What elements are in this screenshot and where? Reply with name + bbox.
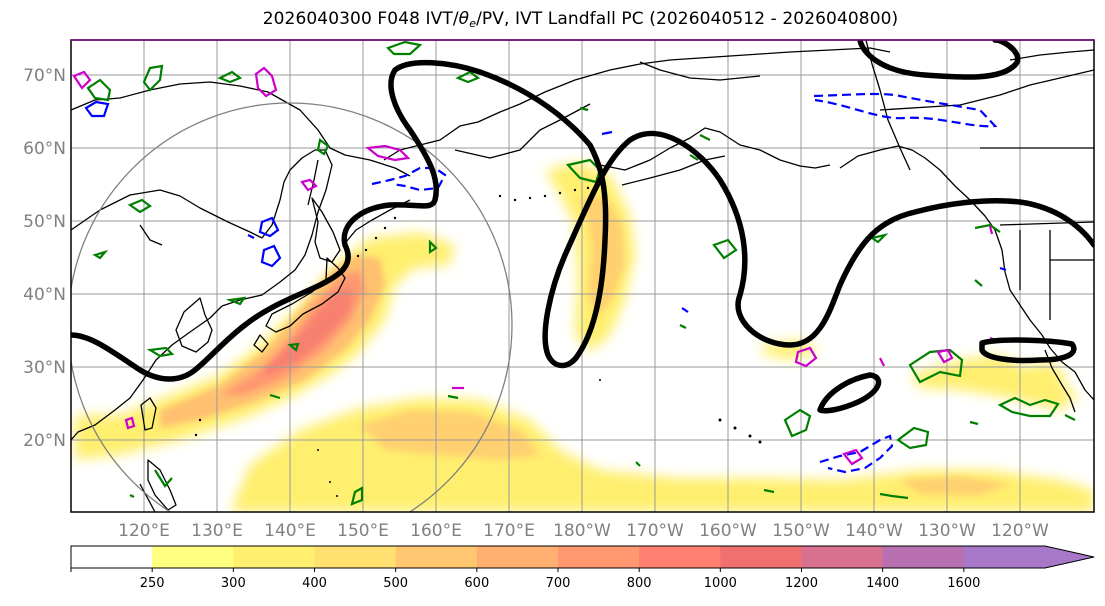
figure-title: 2026040300 F048 IVT/θe/PV, IVT Landfall … bbox=[0, 9, 1105, 30]
colorbar-swatch bbox=[882, 546, 965, 568]
colorbar: 250 300 400 500 600 700 800 1000 1200 1400 1600 bbox=[70, 545, 1095, 591]
lon-label-130w: 130°W bbox=[918, 521, 976, 541]
theta-e-contours-blue bbox=[84, 92, 1007, 474]
lon-label-160e: 160°E bbox=[410, 521, 462, 541]
lon-label-170e: 170°E bbox=[483, 521, 535, 541]
aleutian-islands bbox=[194, 181, 762, 497]
colorbar-swatch bbox=[558, 546, 640, 568]
lat-label-60: 60°N bbox=[23, 139, 66, 159]
lon-label-150e: 150°E bbox=[337, 521, 389, 541]
graticule bbox=[71, 40, 1094, 512]
colorbar-swatch bbox=[314, 546, 397, 568]
lat-label-30: 30°N bbox=[23, 358, 66, 378]
lat-label-50: 50°N bbox=[23, 212, 66, 232]
colorbar-swatch bbox=[152, 546, 234, 568]
lon-label-130e: 130°E bbox=[191, 521, 243, 541]
colorbar-tick-label: 600 bbox=[464, 576, 489, 591]
title-theta-subscript: e bbox=[469, 17, 477, 30]
colorbar-ticks: 250 300 400 500 600 700 800 1000 1200 1400 1600 bbox=[70, 568, 980, 591]
lat-tick-labels: 70°N 60°N 50°N 40°N 30°N 20°N bbox=[23, 66, 66, 451]
colorbar-swatch bbox=[476, 546, 559, 568]
colorbar-tick-label: 500 bbox=[383, 576, 408, 591]
lat-label-70: 70°N bbox=[23, 66, 66, 86]
colorbar-swatch bbox=[639, 546, 721, 568]
lon-label-160w: 160°W bbox=[699, 521, 757, 541]
theta-e-contours-green bbox=[86, 40, 1076, 506]
colorbar-swatches bbox=[71, 546, 1094, 568]
colorbar-swatch bbox=[963, 546, 1094, 568]
colorbar-tick-label: 700 bbox=[546, 576, 571, 591]
title-theta: θ bbox=[458, 9, 470, 29]
colorbar-swatch bbox=[720, 546, 802, 568]
lon-label-120w: 120°W bbox=[991, 521, 1049, 541]
colorbar-tick-label: 1600 bbox=[947, 576, 980, 591]
lat-label-20: 20°N bbox=[23, 431, 66, 451]
colorbar-outline bbox=[70, 545, 1095, 569]
map-panel: 70°N 60°N 50°N 40°N 30°N 20°N 120°E 130°… bbox=[23, 39, 1095, 541]
title-suffix: /PV, IVT Landfall PC (2026040512 - 20260… bbox=[476, 9, 899, 29]
colorbar-swatch bbox=[71, 546, 153, 568]
colorbar-swatch bbox=[233, 546, 315, 568]
colorbar-tick-label: 250 bbox=[140, 576, 165, 591]
lon-label-170w: 170°W bbox=[626, 521, 684, 541]
lon-label-180w: 180°W bbox=[553, 521, 611, 541]
colorbar-tick-label: 1200 bbox=[785, 576, 818, 591]
colorbar-swatch bbox=[395, 546, 478, 568]
colorbar-swatch bbox=[801, 546, 884, 568]
pv-contours bbox=[71, 40, 1094, 414]
lon-label-140e: 140°E bbox=[264, 521, 316, 541]
colorbar-tick-label: 1400 bbox=[866, 576, 899, 591]
lon-label-150w: 150°W bbox=[772, 521, 830, 541]
lon-label-120e: 120°E bbox=[118, 521, 170, 541]
lon-label-140w: 140°W bbox=[845, 521, 903, 541]
lon-tick-labels: 120°E 130°E 140°E 150°E 160°E 170°E 180°… bbox=[118, 521, 1049, 541]
colorbar-tick-label: 400 bbox=[302, 576, 327, 591]
lat-label-40: 40°N bbox=[23, 285, 66, 305]
colorbar-tick-label: 1000 bbox=[704, 576, 737, 591]
colorbar-tick-label: 800 bbox=[627, 576, 652, 591]
title-prefix: 2026040300 F048 IVT/ bbox=[262, 9, 459, 29]
colorbar-tick-label: 300 bbox=[221, 576, 246, 591]
radius-circle bbox=[71, 102, 513, 512]
coastlines bbox=[71, 40, 1094, 512]
